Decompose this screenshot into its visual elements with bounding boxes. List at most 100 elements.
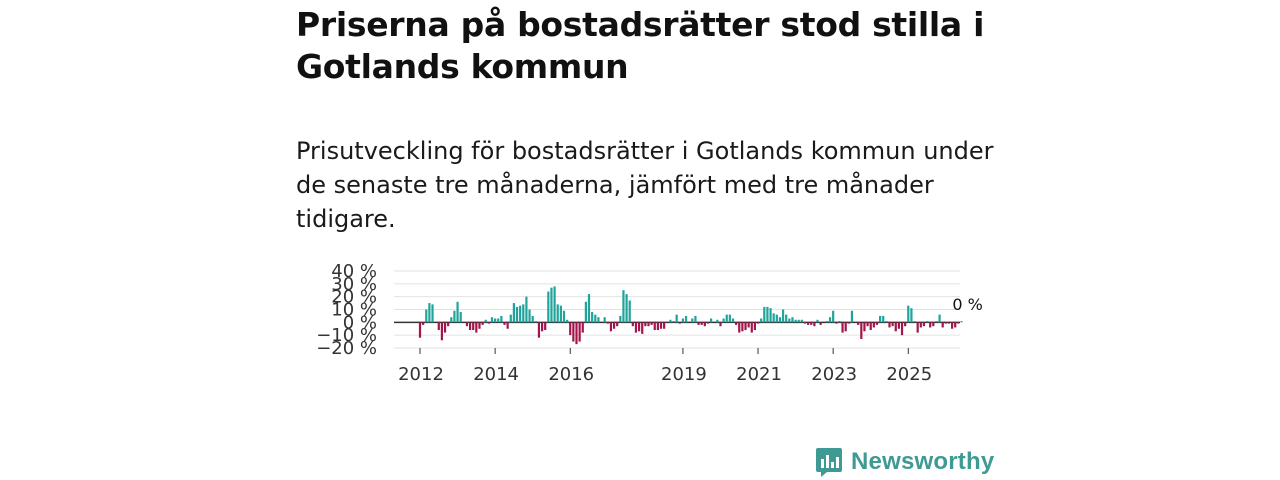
bar <box>631 322 634 327</box>
bar <box>791 317 794 323</box>
bar <box>644 322 647 327</box>
bar <box>863 322 866 332</box>
bar <box>625 294 628 323</box>
bar <box>947 322 951 324</box>
bar <box>447 322 450 327</box>
bar <box>919 322 922 328</box>
bar <box>616 322 619 327</box>
bar <box>957 322 960 324</box>
bar-chart: 40 %30 %20 %10 %0 %−10 %−20 %2012 2014 201… <box>316 261 983 385</box>
bar <box>703 322 706 327</box>
bar <box>490 317 494 323</box>
bar <box>453 310 456 323</box>
bar <box>769 308 772 323</box>
bar <box>722 318 725 323</box>
newsworthy-logo-text: Newsworthy <box>851 448 995 475</box>
bar <box>578 322 581 342</box>
newsworthy-logo[interactable]: Newsworthy <box>815 446 994 478</box>
bar <box>509 314 512 323</box>
chart-subtitle: Prisutveckling för bostadsrätter i Gotla… <box>296 137 994 233</box>
bar <box>609 322 613 332</box>
bar <box>744 322 747 331</box>
bar <box>622 290 625 323</box>
bar <box>844 322 847 332</box>
bar <box>960 321 963 323</box>
bar <box>860 322 863 340</box>
bar <box>885 321 888 323</box>
bar <box>619 315 622 323</box>
bar <box>869 322 872 331</box>
bar <box>944 322 947 324</box>
bar <box>569 322 572 336</box>
bar <box>935 321 938 323</box>
bar <box>653 322 656 331</box>
bar <box>738 322 741 333</box>
bar <box>788 318 791 323</box>
x-tick-label: 2025 <box>886 364 932 385</box>
bar <box>697 322 700 325</box>
bar <box>941 322 944 328</box>
bar <box>628 300 631 323</box>
x-tick-label: 2023 <box>811 364 857 385</box>
bar <box>428 303 431 323</box>
bar <box>459 312 462 323</box>
last-value-label: 0 % <box>952 295 982 314</box>
bar <box>591 312 594 323</box>
bar <box>603 317 606 323</box>
bar <box>772 313 775 323</box>
bar <box>838 321 841 323</box>
bar <box>425 309 428 323</box>
bar <box>816 319 819 323</box>
bar <box>894 322 897 332</box>
bar <box>709 318 713 323</box>
y-tick-label: 10 % <box>331 300 377 321</box>
grid-lines <box>394 270 960 349</box>
bar <box>897 322 900 329</box>
bar <box>431 304 434 323</box>
bar <box>656 322 659 331</box>
bar <box>481 322 484 325</box>
bar <box>728 314 731 323</box>
bar <box>731 318 735 323</box>
bar <box>594 314 597 323</box>
bar <box>716 319 719 323</box>
bar <box>760 318 763 323</box>
x-tick-label: 2021 <box>736 364 782 385</box>
bar <box>512 303 515 323</box>
bar <box>763 306 766 323</box>
bar <box>484 319 487 323</box>
bar <box>932 322 935 327</box>
bar <box>515 306 519 323</box>
bar <box>440 322 444 341</box>
x-tick-label: 2014 <box>473 364 519 385</box>
bar <box>478 322 481 329</box>
bar <box>929 322 932 328</box>
bar <box>606 322 609 324</box>
bar <box>807 322 810 325</box>
bar <box>456 301 459 323</box>
x-tick-label: 2012 <box>398 364 444 385</box>
bar <box>938 314 941 323</box>
bar <box>638 322 641 332</box>
bar <box>741 322 744 332</box>
bar <box>422 322 425 325</box>
bar <box>556 304 559 323</box>
bar <box>525 296 528 323</box>
bar <box>706 322 710 324</box>
bar <box>866 322 869 327</box>
bar <box>803 322 807 324</box>
bar <box>922 322 926 327</box>
bar <box>647 322 650 327</box>
bar <box>916 322 919 333</box>
bar <box>669 319 672 323</box>
bar <box>587 294 591 323</box>
bar <box>847 322 850 324</box>
bar <box>750 322 753 333</box>
bar <box>951 322 954 329</box>
bar <box>584 301 587 323</box>
bar <box>694 315 697 323</box>
bar <box>875 322 879 325</box>
bar <box>882 315 885 323</box>
bar <box>472 322 475 331</box>
bar <box>468 322 472 331</box>
